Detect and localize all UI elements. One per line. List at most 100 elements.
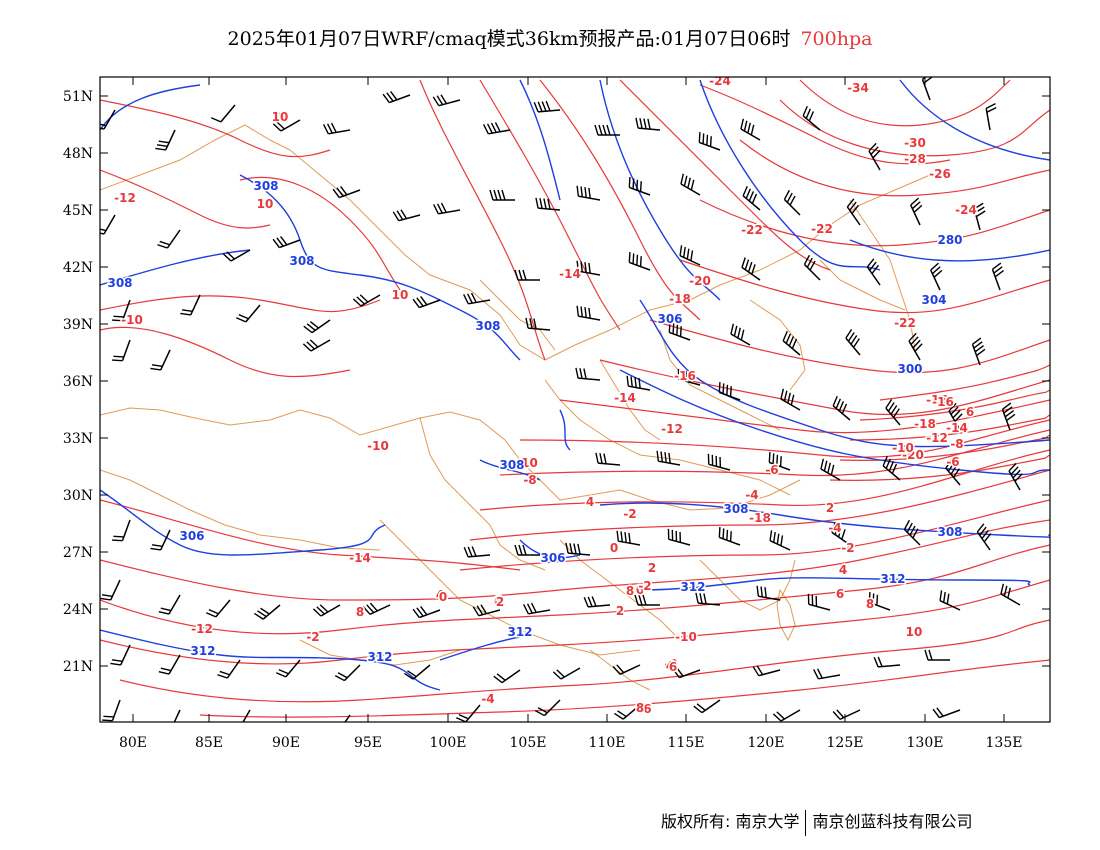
wind-barb xyxy=(150,529,171,551)
wind-barb-flag xyxy=(772,531,776,543)
wind-barb xyxy=(845,329,861,356)
wind-barb xyxy=(433,202,461,215)
wind-barb xyxy=(846,198,861,226)
wind-barb xyxy=(742,185,761,211)
height-contour xyxy=(439,634,531,661)
wind-barb-flag xyxy=(219,670,230,676)
wind-barb-flag xyxy=(877,656,883,667)
wind-barb-flag xyxy=(643,118,647,129)
wind-barb xyxy=(534,699,561,717)
wind-barb-flag xyxy=(634,594,639,606)
boundary-line xyxy=(699,559,796,611)
wind-barb-flag xyxy=(112,319,123,322)
wind-barb xyxy=(576,260,601,276)
isotherm-label: -16 xyxy=(674,369,696,383)
wind-barb-flag xyxy=(552,671,562,680)
wind-barb-flag xyxy=(679,531,682,543)
wind-barb-flag xyxy=(985,103,996,109)
wind-barb-flag xyxy=(680,173,685,185)
wind-barb-flag xyxy=(616,664,625,674)
wind-barb-flag xyxy=(729,531,732,542)
wind-barb-flag xyxy=(869,261,877,271)
height-contour xyxy=(100,629,441,691)
wind-barb-flag xyxy=(841,403,848,414)
isotherm xyxy=(649,319,1050,374)
wind-barb-flag xyxy=(155,147,166,151)
wind-barb-flag xyxy=(356,296,365,305)
wind-barb-flag xyxy=(113,355,124,358)
wind-barb-flag xyxy=(803,254,811,265)
wind-barb-flag xyxy=(407,670,417,678)
wind-barb-flag xyxy=(1003,406,1013,414)
wind-barb-flag xyxy=(715,455,718,467)
wind-barb-flag xyxy=(628,532,631,544)
wind-barb xyxy=(100,579,121,601)
wind-barb xyxy=(412,295,441,309)
isotherm xyxy=(859,389,1050,421)
height-label: 308 xyxy=(499,458,524,472)
isotherm-label: -10 xyxy=(892,441,914,455)
wind-barb xyxy=(626,375,651,391)
wind-barb-shaft xyxy=(220,104,236,123)
isotherm-label: 4 xyxy=(666,659,674,673)
wind-barb-flag xyxy=(588,187,591,199)
height-label: 306 xyxy=(540,551,565,565)
wind-barb-flag xyxy=(539,198,543,209)
wind-barb-flag xyxy=(686,248,690,260)
isotherm-label: 2 xyxy=(616,604,624,618)
isotherm-label: -12 xyxy=(191,622,213,636)
isotherm-label: -18 xyxy=(669,292,691,306)
wind-barb-flag xyxy=(950,465,958,475)
wind-barb-flag xyxy=(112,539,123,542)
wind-barb xyxy=(150,349,171,371)
wind-barb xyxy=(404,664,431,680)
isotherm xyxy=(479,79,621,331)
boundary-line xyxy=(419,417,546,571)
isotherm xyxy=(679,259,1050,314)
wind-barb-flag xyxy=(334,674,345,682)
wind-barb-flag xyxy=(930,262,939,271)
wind-barb-flag xyxy=(416,297,424,307)
wind-barb-flag xyxy=(852,338,860,348)
wind-barb xyxy=(312,604,341,617)
footer-separator xyxy=(805,809,807,836)
wind-barb-flag xyxy=(102,719,113,722)
wind-barb xyxy=(112,299,131,322)
wind-barb-flag xyxy=(974,206,985,214)
wind-barb-flag xyxy=(976,348,986,357)
lat-tick-label: 39N xyxy=(63,317,93,333)
wind-barb-flag xyxy=(420,295,428,306)
lat-tick-label: 27N xyxy=(63,545,93,561)
wind-barb-flag xyxy=(306,323,316,331)
wind-barb-flag xyxy=(850,335,858,345)
wind-barb-flag xyxy=(1014,473,1023,482)
height-contour xyxy=(639,299,1050,448)
wind-barb-flag xyxy=(514,544,519,556)
lon-tick-label: 80E xyxy=(119,735,147,751)
wind-barb-flag xyxy=(584,262,587,273)
wind-barb-flag xyxy=(696,703,706,711)
lat-tick-label: 51N xyxy=(63,89,93,105)
wind-barb-flag xyxy=(718,382,721,393)
wind-barb xyxy=(483,122,511,135)
wind-barb-flag xyxy=(158,670,170,675)
isotherm xyxy=(699,84,951,165)
wind-barb xyxy=(523,602,551,615)
wind-barb-flag xyxy=(685,370,688,382)
isotherm xyxy=(479,449,1050,511)
wind-barb xyxy=(730,323,751,346)
wind-barb xyxy=(332,185,361,199)
wind-barb xyxy=(679,245,701,266)
wind-barb-flag xyxy=(992,262,1002,270)
height-contour xyxy=(519,539,581,559)
height-label: 308 xyxy=(723,502,748,516)
wind-barb-flag xyxy=(690,179,695,191)
isotherm-label: 2 xyxy=(496,595,504,609)
height-contour xyxy=(479,459,541,481)
wind-barb-flag xyxy=(695,592,699,604)
isotherm-label: 2 xyxy=(648,561,656,575)
wind-barb-flag xyxy=(337,672,348,679)
lon-tick-label: 120E xyxy=(748,735,785,751)
lat-tick-label: 24N xyxy=(63,602,93,618)
